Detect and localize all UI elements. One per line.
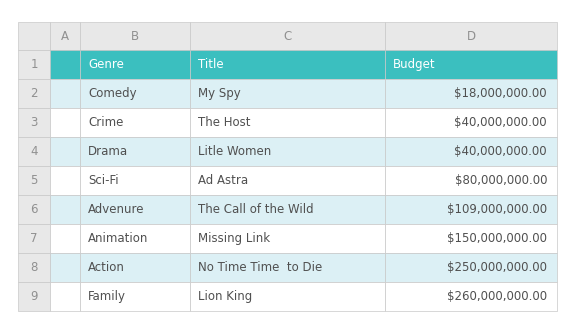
Bar — [80, 195, 190, 224]
Bar — [50, 224, 80, 253]
Bar — [385, 166, 557, 195]
Text: C: C — [284, 30, 291, 42]
Bar — [190, 79, 385, 108]
Text: The Call of the Wild: The Call of the Wild — [198, 203, 314, 216]
Bar — [50, 195, 80, 224]
Bar — [80, 137, 190, 166]
Text: $260,000,000.00: $260,000,000.00 — [447, 290, 547, 303]
Bar — [385, 50, 557, 79]
Bar — [190, 108, 385, 137]
Text: Animation: Animation — [88, 232, 149, 245]
Bar — [80, 166, 190, 195]
Bar — [18, 22, 50, 50]
Bar — [385, 108, 557, 137]
Text: 7: 7 — [30, 232, 38, 245]
Bar — [190, 224, 385, 253]
Text: 1: 1 — [30, 58, 38, 71]
Bar — [385, 195, 557, 224]
Bar — [80, 224, 190, 253]
Text: The Host: The Host — [198, 116, 251, 129]
Text: Sci-Fi: Sci-Fi — [88, 174, 119, 187]
Text: $150,000,000.00: $150,000,000.00 — [447, 232, 547, 245]
Text: 3: 3 — [30, 116, 37, 129]
Bar — [385, 253, 557, 282]
Bar — [50, 50, 80, 79]
Bar — [190, 195, 385, 224]
Text: Budget: Budget — [393, 58, 435, 71]
Bar — [18, 108, 50, 137]
Bar — [50, 282, 80, 311]
Bar — [190, 50, 385, 79]
Text: Lion King: Lion King — [198, 290, 252, 303]
Bar — [385, 22, 557, 50]
Bar — [385, 79, 557, 108]
Text: 4: 4 — [30, 145, 38, 158]
Text: B: B — [131, 30, 139, 42]
Text: Genre: Genre — [88, 58, 124, 71]
Bar — [18, 137, 50, 166]
Text: $18,000,000.00: $18,000,000.00 — [454, 87, 547, 100]
Text: $40,000,000.00: $40,000,000.00 — [454, 116, 547, 129]
Bar — [80, 108, 190, 137]
Bar — [50, 22, 80, 50]
Text: 9: 9 — [30, 290, 38, 303]
Bar — [190, 22, 385, 50]
Bar — [50, 79, 80, 108]
Bar — [80, 50, 190, 79]
Text: Title: Title — [198, 58, 223, 71]
Bar — [190, 282, 385, 311]
Bar — [18, 50, 50, 79]
Bar — [50, 166, 80, 195]
Bar — [50, 137, 80, 166]
Text: No Time Time  to Die: No Time Time to Die — [198, 261, 322, 274]
Text: $40,000,000.00: $40,000,000.00 — [454, 145, 547, 158]
Text: $109,000,000.00: $109,000,000.00 — [447, 203, 547, 216]
Bar — [50, 108, 80, 137]
Text: Action: Action — [88, 261, 125, 274]
Bar — [80, 282, 190, 311]
Text: 6: 6 — [30, 203, 38, 216]
Bar — [190, 166, 385, 195]
Text: Family: Family — [88, 290, 126, 303]
Text: 5: 5 — [30, 174, 37, 187]
Text: Ad Astra: Ad Astra — [198, 174, 248, 187]
Bar — [385, 137, 557, 166]
Text: 2: 2 — [30, 87, 38, 100]
Bar — [80, 79, 190, 108]
Text: Crime: Crime — [88, 116, 124, 129]
Bar — [80, 22, 190, 50]
Bar — [18, 282, 50, 311]
Text: My Spy: My Spy — [198, 87, 241, 100]
Text: Drama: Drama — [88, 145, 128, 158]
Text: D: D — [467, 30, 476, 42]
Bar — [190, 253, 385, 282]
Bar — [18, 224, 50, 253]
Text: Litle Women: Litle Women — [198, 145, 271, 158]
Bar — [385, 224, 557, 253]
Text: A: A — [61, 30, 69, 42]
Bar — [190, 137, 385, 166]
Text: Missing Link: Missing Link — [198, 232, 270, 245]
Bar — [80, 253, 190, 282]
Bar — [18, 166, 50, 195]
Text: $80,000,000.00: $80,000,000.00 — [455, 174, 547, 187]
Bar — [18, 79, 50, 108]
Bar — [385, 282, 557, 311]
Bar — [18, 253, 50, 282]
Text: Comedy: Comedy — [88, 87, 137, 100]
Text: 8: 8 — [30, 261, 37, 274]
Bar — [18, 195, 50, 224]
Text: Advenure: Advenure — [88, 203, 145, 216]
Bar — [50, 253, 80, 282]
Text: $250,000,000.00: $250,000,000.00 — [447, 261, 547, 274]
